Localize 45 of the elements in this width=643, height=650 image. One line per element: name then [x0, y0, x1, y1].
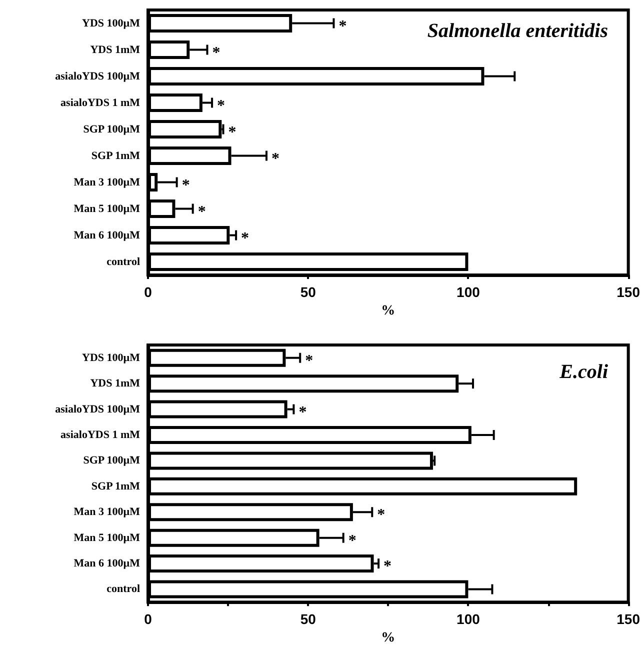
- annotation: *: [212, 44, 220, 62]
- y-tick-label: SGP 1mM: [91, 150, 141, 162]
- text: E.coli: [558, 361, 608, 383]
- x-tick-label: 100: [456, 284, 480, 300]
- x-tick-label: 100: [456, 611, 480, 628]
- annotation: *: [377, 506, 386, 524]
- x-axis-title: %: [381, 630, 396, 646]
- y-tick-label: Man 5 100µM: [74, 202, 141, 215]
- x-tick-label: 50: [300, 611, 316, 628]
- y-tick-label: asialoYDS 1 mM: [60, 428, 141, 441]
- x-tick-label: 150: [616, 611, 640, 628]
- annotation: *: [338, 18, 347, 35]
- y-tick-label: YDS 1mM: [90, 378, 141, 390]
- y-tick-label: YDS 1mM: [90, 44, 141, 56]
- y-tick-label: Man 5 100µM: [74, 532, 141, 544]
- y-tick-label: Man 3 100µM: [74, 176, 141, 188]
- y-tick-label: YDS 100µM: [82, 17, 141, 30]
- y-tick-label: Man 3 100µM: [74, 506, 141, 518]
- x-axis-title: %: [381, 303, 396, 318]
- y-tick-label: control: [106, 583, 140, 596]
- annotation: *: [384, 558, 392, 576]
- annotation: *: [217, 97, 226, 114]
- annotation: *: [241, 230, 250, 247]
- annotation: *: [348, 532, 356, 550]
- annotation: *: [228, 124, 236, 141]
- x-tick-label: 50: [300, 284, 316, 300]
- y-tick-label: SGP 1mM: [91, 480, 141, 492]
- x-tick-label: 150: [616, 284, 640, 300]
- y-tick-label: Man 6 100µM: [74, 229, 141, 242]
- x-tick-label: 0: [144, 611, 152, 628]
- annotation: *: [271, 150, 280, 168]
- y-tick-label: YDS 100µM: [82, 352, 141, 364]
- y-tick-label: asialoYDS 100µM: [55, 403, 141, 416]
- y-tick-label: Man 6 100µM: [74, 558, 141, 570]
- annotation: *: [298, 404, 307, 421]
- y-tick-label: SGP 100µM: [83, 454, 141, 467]
- text: Salmonella enteritidis: [427, 20, 608, 42]
- y-tick-label: asialoYDS 1 mM: [60, 96, 141, 109]
- y-tick-label: asialoYDS 100µM: [55, 70, 141, 82]
- x-tick-label: 0: [144, 284, 152, 300]
- y-tick-label: control: [106, 256, 140, 268]
- annotation: *: [305, 352, 314, 370]
- annotation: *: [198, 203, 206, 220]
- annotation: *: [182, 176, 190, 194]
- y-tick-label: SGP 100µM: [83, 123, 141, 136]
